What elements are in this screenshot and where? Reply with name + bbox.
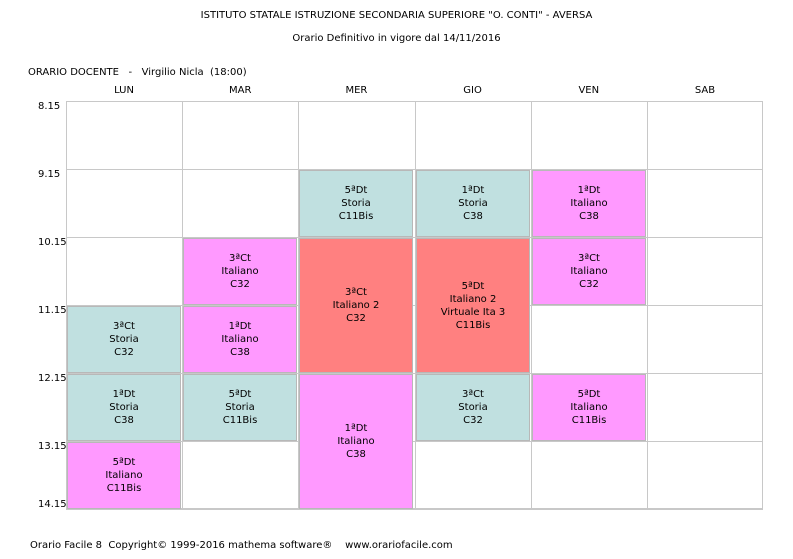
grid-hline: [66, 373, 763, 374]
lesson-line: C11Bis: [106, 483, 142, 494]
lesson-cell[interactable]: 5ªDt Italiano C11Bis: [67, 442, 181, 509]
lesson-line: Italiano 2: [449, 293, 497, 305]
lesson-line: Storia: [341, 198, 371, 209]
lesson-cell[interactable]: 1ªDt Italiano C38: [532, 170, 646, 237]
time-label: 9.15: [38, 169, 61, 180]
lesson-cell[interactable]: 5ªDt Italiano 2 Virtuale Ita 3 C11Bis: [416, 238, 530, 373]
lesson-line: 1ªDt: [112, 389, 136, 400]
lesson-line: Italiano: [570, 198, 608, 209]
grid-hline: [66, 509, 763, 510]
footer-copyright: Orario Facile 8 Copyright© 1999-2016 mat…: [30, 540, 453, 551]
lesson-line: C38: [230, 347, 250, 358]
lesson-line: C32: [230, 279, 250, 290]
lesson-line: 3ªCt: [113, 321, 135, 332]
lesson-cell[interactable]: 5ªDt Italiano C11Bis: [532, 374, 646, 441]
lesson-line: C38: [346, 449, 366, 460]
lesson-line: 5ªDt: [228, 389, 252, 400]
time-label: 10.15: [38, 237, 67, 248]
lesson-line: Italiano: [570, 266, 608, 277]
lesson-line: C11Bis: [338, 211, 374, 222]
lesson-line: C11Bis: [571, 415, 607, 426]
lesson-line: 1ªDt: [577, 185, 601, 196]
lesson-cell[interactable]: 3ªCt Storia C32: [67, 306, 181, 373]
day-header-mer: MER: [345, 85, 368, 96]
lesson-line: 3ªCt: [462, 389, 484, 400]
lesson-line: C32: [579, 279, 599, 290]
grid-hline: [66, 441, 763, 442]
lesson-line: 3ªCt: [229, 253, 251, 264]
lesson-line: C38: [463, 211, 483, 222]
lesson-line: Storia: [109, 402, 139, 413]
lesson-cell[interactable]: 1ªDt Storia C38: [416, 170, 530, 237]
lesson-line: 5ªDt: [112, 457, 136, 468]
grid-hline: [66, 237, 763, 238]
lesson-cell[interactable]: 5ªDt Storia C11Bis: [183, 374, 297, 441]
lesson-line: C32: [346, 313, 366, 324]
day-header-lun: LUN: [114, 85, 134, 96]
lesson-line: Virtuale Ita 3: [440, 306, 506, 318]
lesson-line: Storia: [225, 402, 255, 413]
lesson-line: Italiano: [221, 266, 259, 277]
lesson-line: C11Bis: [455, 319, 491, 331]
lesson-line: Italiano: [337, 436, 375, 447]
lesson-line: C38: [114, 415, 134, 426]
lesson-line: Italiano: [221, 334, 259, 345]
grid-hline: [66, 101, 763, 102]
lesson-line: 5ªDt: [461, 280, 485, 292]
teacher-label: ORARIO DOCENTE - Virgilio Nicla (18:00): [28, 67, 247, 78]
lesson-cell[interactable]: 1ªDt Italiano C38: [299, 374, 413, 509]
day-header-ven: VEN: [578, 85, 600, 96]
lesson-line: 1ªDt: [461, 185, 485, 196]
school-title: ISTITUTO STATALE ISTRUZIONE SECONDARIA S…: [200, 10, 593, 21]
grid-hline: [66, 305, 763, 306]
schedule-subtitle: Orario Definitivo in vigore dal 14/11/20…: [292, 33, 501, 44]
lesson-cell[interactable]: 3ªCt Italiano C32: [532, 238, 646, 305]
lesson-cell[interactable]: 1ªDt Italiano C38: [183, 306, 297, 373]
lesson-line: Storia: [458, 402, 488, 413]
lesson-line: 5ªDt: [577, 389, 601, 400]
time-label: 14.15: [38, 499, 67, 510]
grid-hline: [66, 169, 763, 170]
lesson-line: 3ªCt: [578, 253, 600, 264]
lesson-cell[interactable]: 5ªDt Storia C11Bis: [299, 170, 413, 237]
lesson-line: C32: [463, 415, 483, 426]
lesson-cell[interactable]: 3ªCt Italiano C32: [183, 238, 297, 305]
lesson-cell[interactable]: 3ªCt Storia C32: [416, 374, 530, 441]
time-label: 13.15: [38, 441, 67, 452]
time-label: 12.15: [38, 373, 67, 384]
lesson-line: C38: [579, 211, 599, 222]
lesson-cell[interactable]: 1ªDt Storia C38: [67, 374, 181, 441]
lesson-line: Italiano 2: [332, 300, 380, 311]
lesson-line: C32: [114, 347, 134, 358]
time-label: 8.15: [38, 101, 61, 112]
lesson-line: Italiano: [105, 470, 143, 481]
lesson-line: 1ªDt: [344, 423, 368, 434]
lesson-line: Storia: [458, 198, 488, 209]
lesson-line: 1ªDt: [228, 321, 252, 332]
day-header-sab: SAB: [694, 85, 716, 96]
lesson-line: C11Bis: [222, 415, 258, 426]
day-header-gio: GIO: [463, 85, 482, 96]
lesson-line: Italiano: [570, 402, 608, 413]
day-header-mar: MAR: [228, 85, 252, 96]
lesson-line: 5ªDt: [344, 185, 368, 196]
time-label: 11.15: [38, 305, 67, 316]
lesson-cell[interactable]: 3ªCt Italiano 2 C32: [299, 238, 413, 373]
lesson-line: 3ªCt: [345, 287, 367, 298]
lesson-line: Storia: [109, 334, 139, 345]
